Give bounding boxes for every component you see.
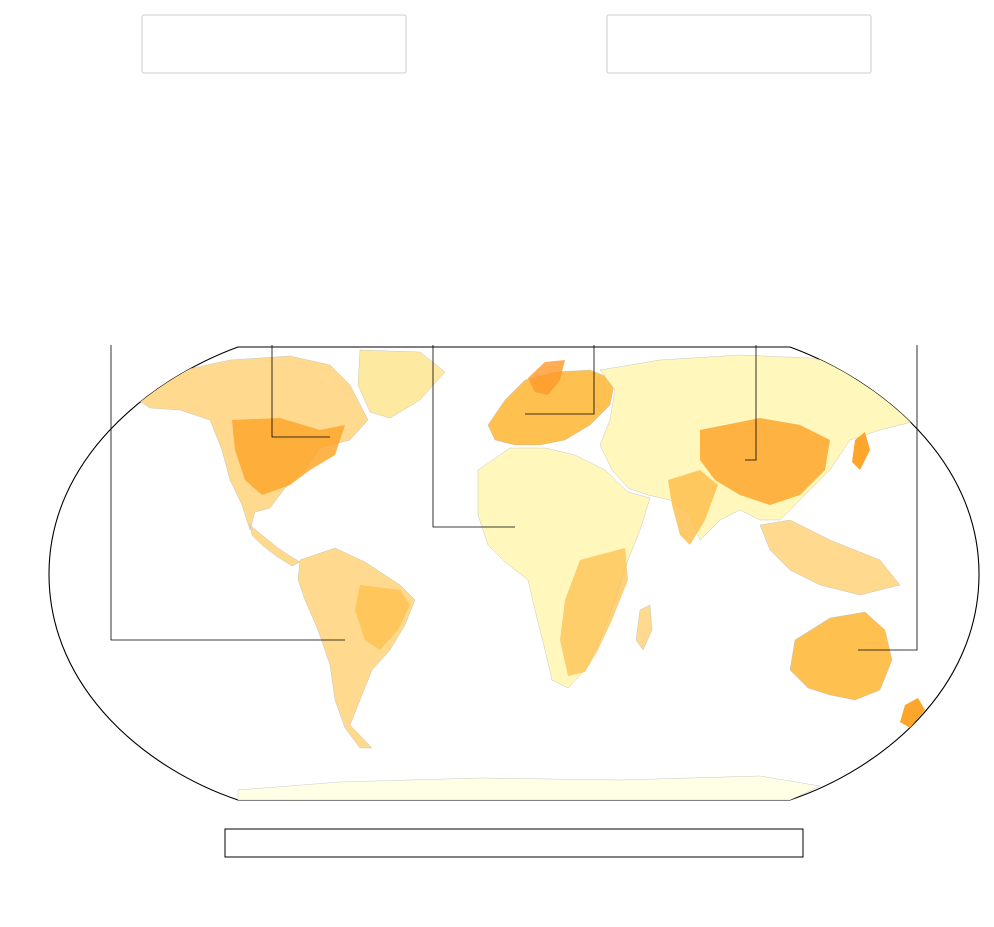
connector-north-america [271,345,330,438]
land-greenland [357,349,446,419]
land-antarctica [237,775,821,800]
land-asia-china [700,418,830,505]
land-madagascar [635,604,653,651]
connector-africa [432,345,515,528]
land-south-america-east [355,585,410,650]
land-africa-south-east [560,548,628,676]
colorbar [224,828,804,858]
connector-oceania [858,345,918,651]
land-australia [789,611,893,701]
land-scandinavia [528,360,565,395]
legend-temperature [141,14,407,74]
land-southeast-asia [759,519,901,596]
world-map [48,345,980,801]
land-japan [852,432,870,470]
land-india [668,470,718,545]
connector-europe [525,345,595,415]
land-new-zealand [900,698,925,728]
land-europe [487,369,616,446]
legend-precipitation [606,14,872,74]
colorbar-frame [224,828,804,858]
connector-south-america [110,345,345,641]
connector-asia [745,345,757,461]
land-central-america [249,524,301,567]
region-connectors [110,345,918,651]
